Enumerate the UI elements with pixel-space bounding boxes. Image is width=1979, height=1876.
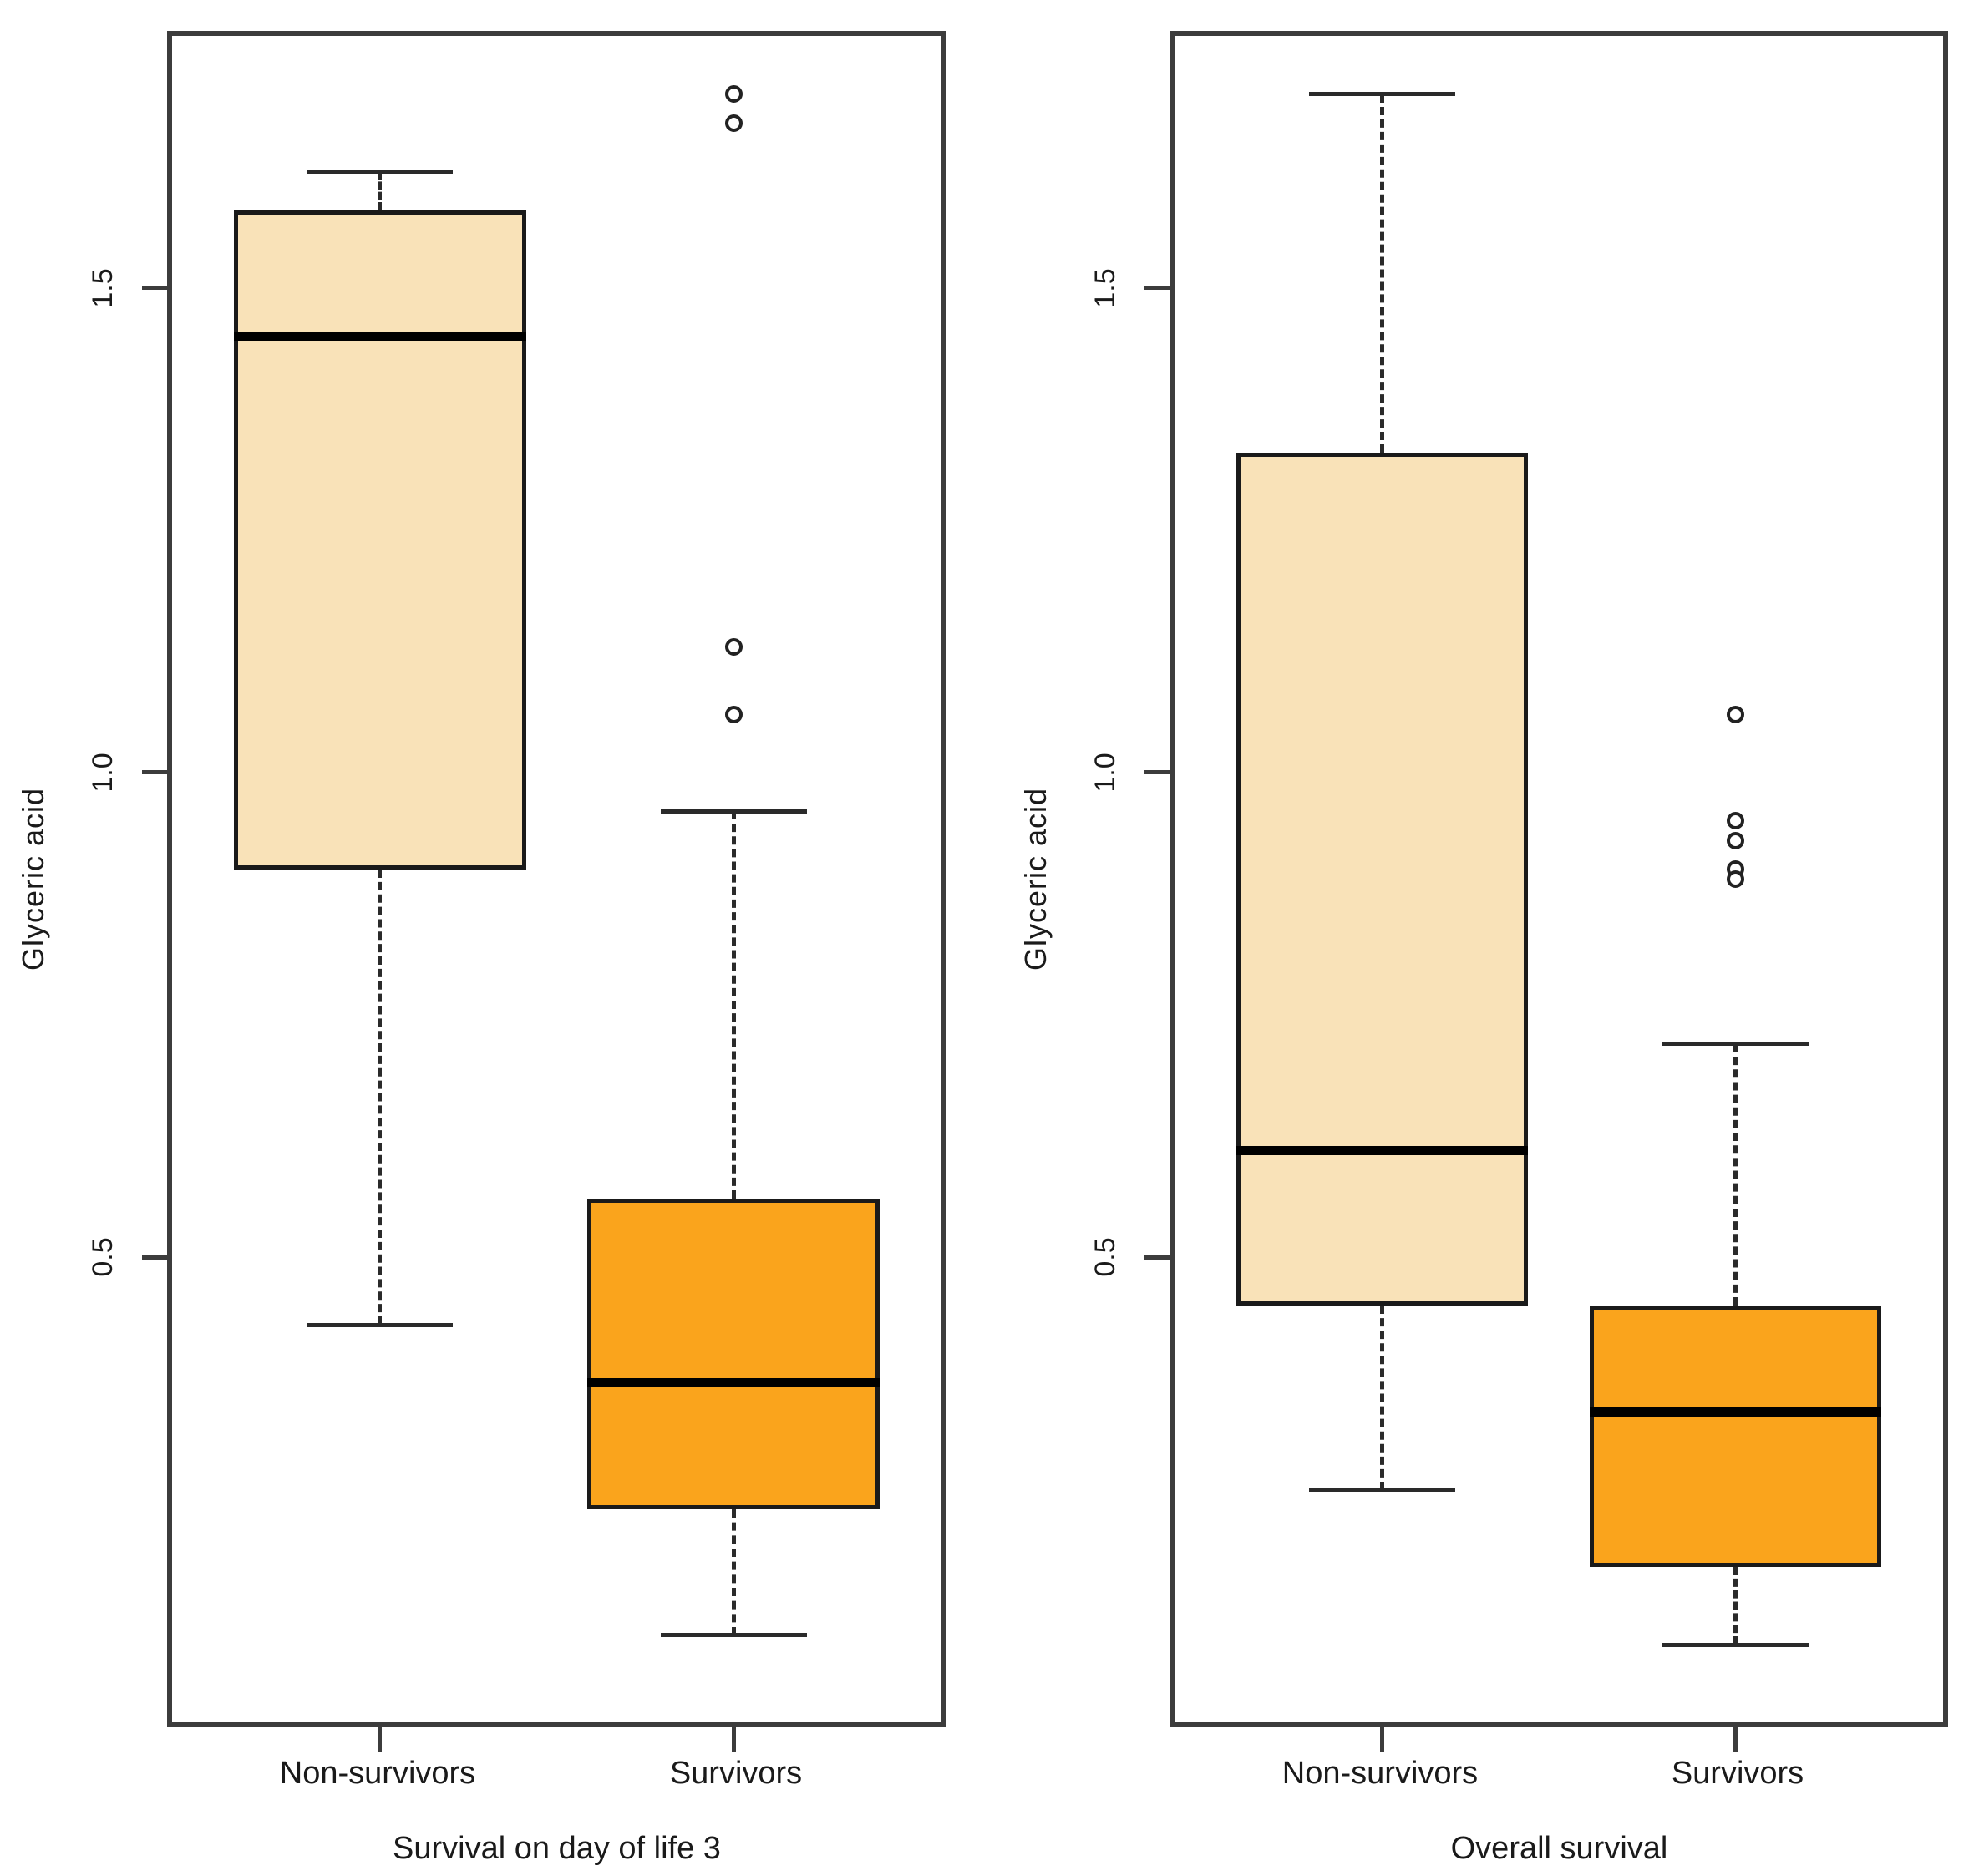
upper-whisker-survivors — [1733, 1043, 1738, 1306]
outlier-point-survivors — [724, 85, 743, 104]
outlier-point-survivors — [1727, 705, 1745, 723]
y-axis-tick — [1144, 770, 1170, 775]
lower-whisker-cap-survivors — [660, 1633, 807, 1638]
upper-whisker-cap-survivors — [1662, 1042, 1809, 1047]
lower-whisker-non-survivors — [378, 869, 383, 1326]
upper-whisker-cap-non-survivors — [1309, 92, 1455, 97]
x-tick-label-survivors: Survivors — [669, 1756, 803, 1791]
upper-whisker-cap-non-survivors — [307, 169, 454, 174]
lower-whisker-survivors — [1733, 1567, 1738, 1645]
x-tick-label-non-survivors: Non-survivors — [1281, 1756, 1479, 1791]
y-axis-title: Glyceric acid — [1018, 787, 1053, 971]
median-line-survivors — [587, 1378, 880, 1388]
upper-whisker-survivors — [731, 811, 736, 1199]
plot-area-day3: 0.5 1.0 1.5 — [87, 31, 946, 1752]
outlier-point-survivors — [1727, 870, 1745, 888]
lower-whisker-cap-survivors — [1662, 1642, 1809, 1647]
median-line-non-survivors — [1236, 1145, 1529, 1155]
plot-area-overall: 0.5 1.0 1.5 — [1089, 31, 1948, 1752]
x-axis-tick-non-survivors — [378, 1727, 383, 1752]
y-axis-tick — [1144, 286, 1170, 291]
box-iqr-survivors — [1589, 1306, 1882, 1568]
lower-whisker-non-survivors — [1379, 1306, 1384, 1490]
lower-whisker-survivors — [731, 1508, 736, 1635]
outlier-point-survivors — [724, 705, 743, 723]
box-iqr-non-survivors — [233, 210, 526, 870]
x-tick-label-non-survivors: Non-survivors — [279, 1756, 476, 1791]
y-tick-label: 0.5 — [1088, 1237, 1121, 1277]
upper-whisker-cap-survivors — [660, 809, 807, 814]
lower-whisker-cap-non-survivors — [1309, 1488, 1455, 1493]
outlier-point-survivors — [724, 114, 743, 132]
x-axis-tick-non-survivors — [1379, 1727, 1384, 1752]
median-line-survivors — [1589, 1407, 1882, 1417]
x-tick-label-survivors: Survivors — [1671, 1756, 1804, 1791]
lower-whisker-cap-non-survivors — [307, 1322, 454, 1327]
x-axis-tick-survivors — [731, 1727, 736, 1752]
x-axis-title: Survival on day of life 3 — [393, 1831, 721, 1866]
y-axis-tick — [142, 286, 167, 291]
outlier-point-survivors — [1727, 812, 1745, 830]
outlier-point-survivors — [724, 637, 743, 656]
y-axis-tick — [142, 770, 167, 775]
upper-whisker-non-survivors — [378, 171, 383, 210]
y-axis-tick — [142, 1255, 167, 1260]
upper-whisker-non-survivors — [1379, 94, 1384, 453]
y-axis-tick — [1144, 1255, 1170, 1260]
y-tick-label: 1.5 — [1088, 268, 1121, 308]
median-line-non-survivors — [233, 332, 526, 342]
box-iqr-survivors — [587, 1199, 880, 1509]
x-axis-tick-survivors — [1733, 1727, 1738, 1752]
x-axis-title: Overall survival — [1450, 1831, 1668, 1866]
y-tick-label: 1.0 — [1088, 753, 1121, 793]
outlier-point-survivors — [1727, 831, 1745, 849]
box-iqr-non-survivors — [1236, 452, 1529, 1306]
